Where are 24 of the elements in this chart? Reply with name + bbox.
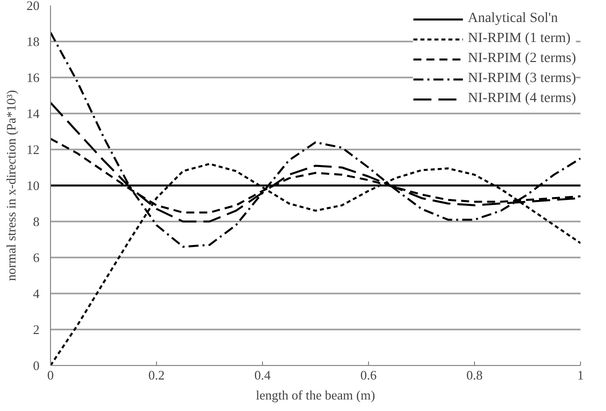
x-tick-label: 0	[47, 368, 54, 382]
y-tick-label: 10	[26, 178, 40, 193]
x-tick-label: 0.6	[360, 368, 378, 382]
x-tick-label: 0.8	[466, 368, 483, 382]
y-tick-label: 18	[26, 34, 40, 49]
y-tick-label: 16	[26, 70, 40, 85]
x-tick-label: 1	[577, 368, 584, 382]
x-axis-title: length of the beam (m)	[256, 388, 376, 402]
y-tick-label: 4	[33, 286, 40, 301]
y-tick-label: 8	[33, 214, 40, 229]
y-tick-label: 2	[33, 322, 40, 337]
legend-label: Analytical Sol'n	[468, 11, 558, 27]
legend-label: NI-RPIM (2 terms)	[468, 51, 576, 67]
y-tick-label: 14	[26, 106, 40, 121]
legend-label: NI-RPIM (4 terms)	[468, 91, 576, 107]
x-tick-label: 0.4	[254, 368, 272, 382]
y-tick-label: 20	[26, 0, 40, 13]
x-tick-label: 0.2	[148, 368, 165, 382]
legend-label: NI-RPIM (3 terms)	[468, 71, 576, 87]
y-axis-title: normal stress in x-direction (Pa*10³)	[4, 90, 18, 281]
legend-label: NI-RPIM (1 term)	[468, 31, 571, 47]
y-tick-label: 12	[26, 142, 40, 157]
y-tick-label: 6	[33, 250, 40, 265]
y-tick-label: 0	[33, 358, 40, 373]
